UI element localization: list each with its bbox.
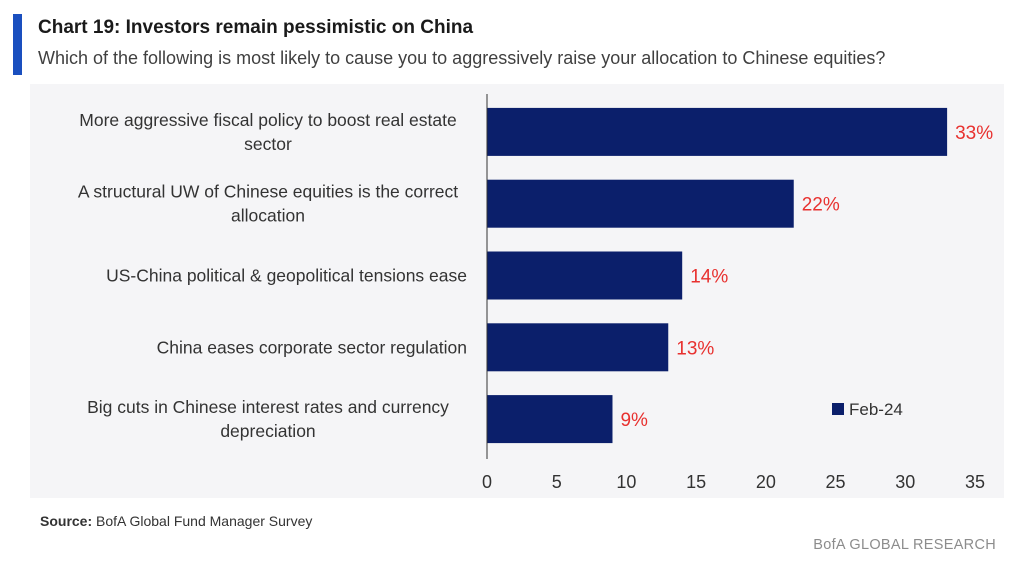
accent-bar xyxy=(13,14,22,75)
data-label: 14% xyxy=(690,267,728,288)
category-label: More aggressive fiscal policy to boost r… xyxy=(79,110,456,130)
x-tick-label: 30 xyxy=(895,472,915,492)
source-label: Source: xyxy=(40,513,93,529)
data-label: 33% xyxy=(955,123,993,144)
legend-label: Feb-24 xyxy=(849,400,903,419)
category-label: US-China political & geopolitical tensio… xyxy=(106,266,467,286)
x-tick-label: 0 xyxy=(482,472,492,492)
chart-subtitle: Which of the following is most likely to… xyxy=(38,48,886,68)
x-tick-label: 10 xyxy=(616,472,636,492)
data-label: 13% xyxy=(676,338,714,359)
chart-title: Chart 19: Investors remain pessimistic o… xyxy=(38,17,474,38)
bar xyxy=(487,323,669,372)
data-label: 9% xyxy=(620,410,648,431)
source-note: Source: BofA Global Fund Manager Survey xyxy=(40,513,312,529)
x-tick-label: 20 xyxy=(756,472,776,492)
bar xyxy=(487,107,948,156)
x-tick-label: 5 xyxy=(552,472,562,492)
category-label: Big cuts in Chinese interest rates and c… xyxy=(87,397,449,417)
category-label: depreciation xyxy=(220,421,315,441)
legend-swatch xyxy=(832,403,844,415)
category-label: A structural UW of Chinese equities is t… xyxy=(78,182,458,202)
data-label: 22% xyxy=(802,195,840,216)
source-text: BofA Global Fund Manager Survey xyxy=(96,513,313,529)
bar xyxy=(487,179,794,228)
x-tick-label: 35 xyxy=(965,472,985,492)
bar xyxy=(487,251,683,300)
x-tick-label: 25 xyxy=(826,472,846,492)
category-label: allocation xyxy=(231,206,305,226)
brand-mark: BofA GLOBAL RESEARCH xyxy=(813,537,996,553)
category-label: sector xyxy=(244,134,292,154)
x-tick-label: 15 xyxy=(686,472,706,492)
bar xyxy=(487,395,613,444)
category-label: China eases corporate sector regulation xyxy=(157,337,467,357)
